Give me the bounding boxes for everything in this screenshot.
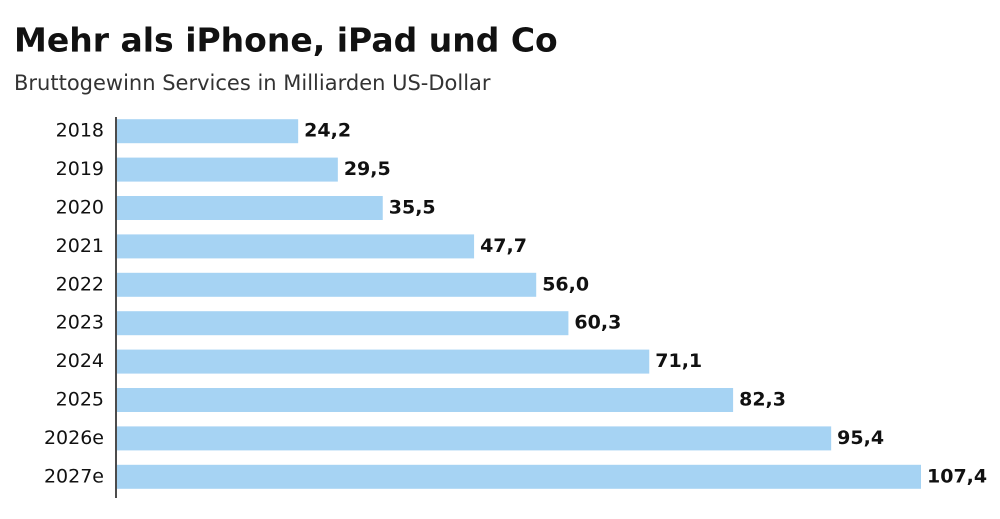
value-label: 71,1 (655, 350, 702, 372)
bar (117, 157, 338, 182)
category-label: 2024 (56, 350, 104, 372)
category-label: 2027e (44, 465, 104, 487)
bar (117, 311, 569, 336)
category-label: 2023 (56, 312, 104, 334)
chart-title: Mehr als iPhone, iPad und Co (14, 21, 558, 60)
value-label: 35,5 (389, 197, 436, 219)
bar (117, 196, 383, 220)
value-label: 56,0 (542, 273, 589, 295)
bar (117, 272, 537, 297)
value-label: 24,2 (304, 120, 351, 142)
category-label: 2018 (56, 120, 104, 142)
value-label: 95,4 (837, 427, 884, 449)
category-label: 2022 (56, 273, 104, 295)
bar (117, 119, 299, 144)
bar (117, 388, 734, 412)
category-label: 2026e (44, 427, 104, 449)
category-label: 2020 (56, 197, 104, 219)
bar (117, 234, 475, 259)
bar (117, 349, 650, 374)
bar (117, 464, 921, 489)
value-label: 47,7 (480, 235, 527, 257)
category-label: 2025 (56, 389, 104, 411)
bar (117, 426, 832, 451)
chart-subtitle: Bruttogewinn Services in Milliarden US-D… (14, 71, 491, 95)
value-label: 82,3 (739, 389, 786, 411)
category-label: 2019 (56, 158, 104, 180)
category-label: 2021 (56, 235, 104, 257)
value-label: 107,4 (927, 465, 987, 487)
value-label: 29,5 (344, 158, 391, 180)
value-label: 60,3 (574, 312, 621, 334)
